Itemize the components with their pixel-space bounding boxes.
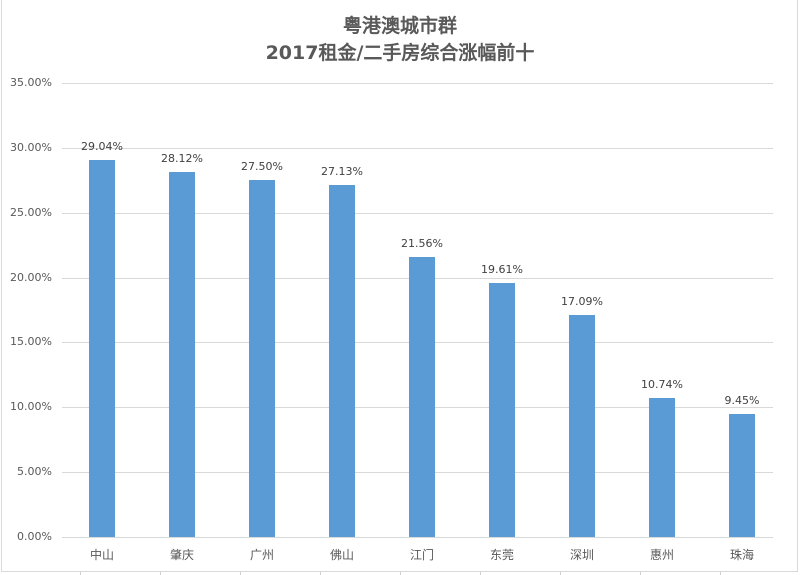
- bar: [489, 282, 515, 537]
- data-label: 9.45%: [724, 394, 760, 408]
- data-label: 10.74%: [641, 377, 683, 391]
- cell-border: [240, 572, 241, 575]
- y-tick-label: 20.00%: [10, 270, 52, 284]
- cell-border: [160, 572, 161, 575]
- bar: [649, 397, 675, 537]
- gridline: [62, 83, 773, 84]
- data-label: 21.56%: [401, 237, 443, 251]
- bar: [409, 257, 435, 537]
- cell-border: [640, 572, 641, 575]
- cell-border: [320, 572, 321, 575]
- gridline: [62, 537, 773, 538]
- y-tick-label: 35.00%: [10, 76, 52, 89]
- y-tick-label: 0.00%: [17, 530, 52, 543]
- x-tick-label: 肇庆: [169, 548, 194, 562]
- data-label: 27.13%: [321, 165, 363, 179]
- bar: [249, 180, 275, 537]
- cell-border: [480, 572, 481, 575]
- cell-border: [400, 572, 401, 575]
- y-tick-label: 5.00%: [17, 465, 52, 479]
- x-tick-label: 深圳: [569, 548, 594, 562]
- cell-border: [560, 572, 561, 575]
- chart-title: 粤港澳城市群: [342, 15, 457, 37]
- x-tick-label: 珠海: [729, 548, 754, 562]
- y-tick-label: 15.00%: [10, 335, 52, 349]
- bar: [169, 172, 195, 537]
- data-label: 29.04%: [81, 140, 123, 154]
- data-label: 27.50%: [241, 160, 283, 174]
- gridline: [62, 212, 773, 214]
- y-tick-label: 10.00%: [10, 400, 52, 414]
- data-label: 17.09%: [561, 295, 603, 309]
- cell-border: [80, 572, 81, 575]
- bar: [729, 414, 755, 537]
- plot-area: 29.04% 28.12% 27.50% 27.13% 21.56% 19.61% 17.0…: [62, 83, 773, 538]
- y-tick-label: 25.00%: [10, 205, 52, 219]
- x-tick-label: 惠州: [649, 548, 674, 562]
- y-tick-label: 30.00%: [10, 140, 52, 154]
- x-tick-label: 东莞: [489, 548, 514, 562]
- x-tick-label: 中山: [89, 548, 114, 562]
- cell-border: [720, 572, 721, 575]
- x-tick-label: 佛山: [329, 548, 354, 562]
- bar: [569, 315, 595, 537]
- gridline: [62, 147, 773, 149]
- x-tick-label: 广州: [249, 548, 274, 562]
- data-label: 19.61%: [481, 262, 523, 276]
- bar: [329, 185, 355, 537]
- data-label: 28.12%: [161, 152, 203, 166]
- x-tick-label: 江门: [409, 548, 434, 562]
- bar: [89, 160, 115, 537]
- chart-subtitle: 2017租金/二手房综合涨幅前十: [265, 42, 535, 64]
